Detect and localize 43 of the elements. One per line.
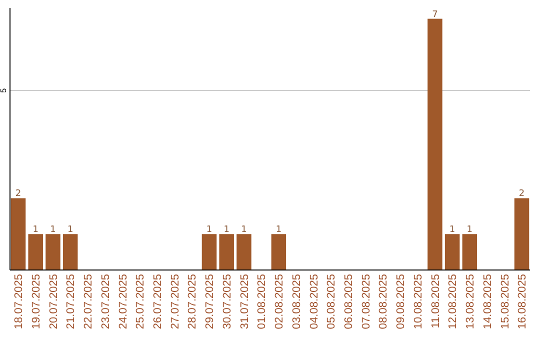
x-tick-label: 13.08.2025 <box>464 274 477 330</box>
x-tick-label: 23.07.2025 <box>100 274 112 330</box>
x-tick-label: 01.08.2025 <box>256 274 268 330</box>
data-label: 2 <box>15 189 22 200</box>
x-tick-label: 28.07.2025 <box>186 274 199 330</box>
x-tick-label: 21.07.2025 <box>65 274 78 330</box>
y-tick-label: 5 <box>0 88 8 93</box>
data-label: 2 <box>518 189 525 200</box>
x-tick-label: 15.08.2025 <box>499 274 512 330</box>
x-tick-label: 14.08.2025 <box>482 274 494 330</box>
data-label: 1 <box>466 225 473 236</box>
x-tick-label: 30.07.2025 <box>221 274 234 330</box>
x-tick-label: 26.07.2025 <box>152 274 164 330</box>
data-label: 1 <box>32 225 38 236</box>
x-tick-label: 11.08.2025 <box>430 274 442 328</box>
x-tick-label: 27.07.2025 <box>169 274 182 330</box>
x-tick-label: 12.08.2025 <box>447 274 460 330</box>
x-tick-label: 20.07.2025 <box>48 274 60 330</box>
x-tick-label: 04.08.2025 <box>308 274 320 330</box>
data-label: 1 <box>50 225 56 236</box>
x-tick-label: 31.07.2025 <box>238 274 251 330</box>
data-label: 1 <box>206 225 212 236</box>
x-tick-label: 25.07.2025 <box>134 274 147 330</box>
x-tick-label: 07.08.2025 <box>360 274 372 330</box>
x-tick-label: 16.08.2025 <box>516 274 529 330</box>
x-tick-label: 24.07.2025 <box>117 274 130 330</box>
x-tick-label: 02.08.2025 <box>274 274 286 330</box>
data-label: 1 <box>67 225 74 236</box>
data-label: 1 <box>449 225 456 236</box>
data-label: 1 <box>241 225 247 236</box>
x-tick-label: 19.07.2025 <box>30 274 42 330</box>
x-tick-label: 08.08.2025 <box>378 274 390 330</box>
x-tick-label: 06.08.2025 <box>342 274 355 330</box>
data-label: 7 <box>432 10 438 20</box>
x-tick-label: 29.07.2025 <box>204 274 216 330</box>
x-tick-label: 10.08.2025 <box>412 274 424 330</box>
x-tick-label: 18.07.2025 <box>13 274 26 330</box>
data-label: 1 <box>224 225 230 236</box>
x-tick-label: 09.08.2025 <box>395 274 408 330</box>
x-tick-label: 03.08.2025 <box>290 274 303 330</box>
x-tick-label: 22.07.2025 <box>82 274 95 330</box>
data-label: 1 <box>276 225 282 236</box>
x-tick-label: 05.08.2025 <box>326 274 338 330</box>
